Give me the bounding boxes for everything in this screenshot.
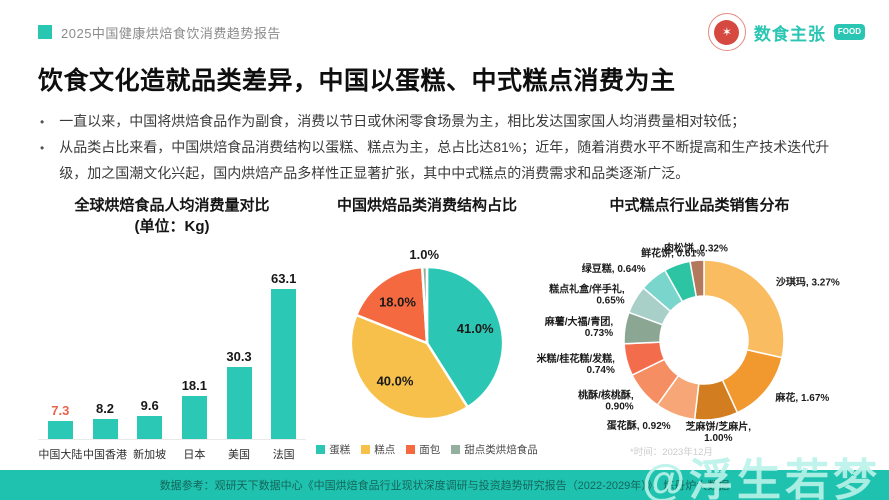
- bar: [181, 395, 207, 439]
- bullet-item: • 从品类占比来看，中国烘焙食品消费结构以蛋糕、糕点为主，总占比达81%；近年，…: [40, 135, 847, 187]
- slide-header: 2025中国健康烘焙食饮消费趋势报告 ✶ 数食主张 FOOD: [0, 0, 889, 51]
- watermark: @浮生若梦: [642, 456, 881, 500]
- legend-swatch-icon: [406, 444, 416, 454]
- donut-slice: [689, 258, 705, 298]
- accent-square-icon: [38, 25, 52, 39]
- pie-slice: [420, 265, 429, 344]
- bar-item: 8.2: [83, 401, 128, 439]
- bar-value-label: 30.3: [226, 348, 252, 364]
- bar-item: 18.1: [172, 378, 217, 439]
- bar-chart: 7.3 8.2 9.6 18.1 30.3 63.1: [38, 259, 306, 440]
- certification-seal-icon: ✶: [707, 13, 746, 51]
- donut-slice-label: 桃酥/核桃酥, 0.90%: [578, 388, 634, 412]
- time-note: *时间：2023年12月: [630, 446, 713, 458]
- bar-item: 30.3: [217, 349, 262, 439]
- bullet-item: • 一直以来，中国将烘焙食品作为副食，消费以节日或休闲零食场景为主，相比发达国家…: [40, 109, 847, 135]
- bar-value-label: 8.2: [95, 401, 115, 417]
- bar-category-label: 新加坡: [133, 448, 167, 461]
- legend-item: 甜点类烘焙食品: [451, 442, 538, 457]
- page-title: 饮食文化造就品类差异，中国以蛋糕、中式糕点消费为主: [38, 67, 676, 95]
- header-left: 2025中国健康烘焙食饮消费趋势报告: [38, 23, 281, 42]
- bar: [92, 419, 118, 439]
- legend-item: 糕点: [361, 442, 395, 457]
- bar-value-label: 63.1: [271, 270, 297, 286]
- legend-label: 糕点: [374, 443, 396, 456]
- pie-slice-label: 18.0%: [379, 294, 416, 309]
- bar-value-label: 7.3: [51, 403, 70, 419]
- bar-category-label: 中国香港: [83, 448, 127, 461]
- pie-slice-label: 41.0%: [457, 321, 494, 336]
- donut-slice-label: 芝麻饼/芝麻片, 1.00%: [686, 420, 752, 444]
- bar-chart-x-axis: 中国大陆 中国香港 新加坡 日本 美国 法国: [38, 440, 306, 462]
- bullet-list: • 一直以来，中国将烘焙食品作为副食，消费以节日或休闲零食场景为主，相比发达国家…: [40, 109, 847, 187]
- donut-chart-section: 中式糕点行业品类销售分布 沙琪玛, 3.27% 麻花, 1.67% 芝麻饼/芝麻片,…: [537, 195, 853, 462]
- bar-category-label: 日本: [183, 448, 206, 461]
- pie-chart-title: 中国烘焙品类消费结构占比: [336, 196, 517, 214]
- pie-slice-label: 40.0%: [377, 373, 414, 388]
- header-right: ✶ 数食主张 FOOD: [707, 13, 865, 51]
- donut-slice-label: 麻薯/大福/青团, 0.73%: [544, 315, 614, 339]
- donut-slice-label: 肉松饼, 0.32%: [664, 241, 728, 254]
- donut-slice-label: 米糕/桂花糕/发糕, 0.74%: [537, 352, 616, 376]
- legend-label: 甜点类烘焙食品: [464, 443, 538, 456]
- donut-slice-label: 糕点礼盒/伴手礼, 0.65%: [548, 282, 625, 306]
- donut-slice-label: 沙琪玛, 3.27%: [776, 275, 840, 288]
- charts-row: 全球烘焙食品人均消费量对比 (单位：Kg) 7.3 8.2 9.6 18.1 30.3 6…: [36, 195, 853, 462]
- bar-category-label: 法国: [272, 448, 295, 461]
- bar-chart-section: 全球烘焙食品人均消费量对比 (单位：Kg) 7.3 8.2 9.6 18.1 30.3 6…: [36, 195, 308, 462]
- legend-label: 蛋糕: [329, 443, 351, 456]
- donut-slice-label: 蛋花酥, 0.92%: [607, 418, 671, 431]
- legend-item: 面包: [406, 442, 440, 457]
- donut-slice-label: 绿豆糕, 0.64%: [582, 261, 646, 274]
- pie-slice: [349, 313, 469, 420]
- brand-name: 数食主张: [753, 24, 826, 44]
- bar-item: 63.1: [261, 271, 306, 439]
- bar-category-label: 美国: [228, 448, 251, 461]
- bar: [271, 288, 297, 439]
- donut-slice: [703, 258, 785, 359]
- bullet-text: 从品类占比来看，中国烘焙食品消费结构以蛋糕、糕点为主，总占比达81%；近年，随着…: [59, 138, 830, 181]
- pie-slice-label: 1.0%: [409, 247, 439, 262]
- donut-slice-label: 麻花, 1.67%: [774, 391, 829, 404]
- bar: [226, 366, 252, 439]
- pie-slice: [355, 265, 429, 344]
- legend-label: 面包: [419, 443, 441, 456]
- bar-value-label: 18.1: [181, 377, 207, 393]
- data-source: 数据参考：观研天下数据中心《中国烘焙食品行业现状深度调研与投资趋势研究报告（20…: [159, 480, 730, 492]
- bar-chart-title: 全球烘焙食品人均消费量对比 (单位：Kg): [74, 196, 270, 235]
- donut-slice-label: 鲜花饼, 0.61%: [641, 246, 705, 259]
- bullet-dot-icon: •: [40, 140, 45, 155]
- bullet-dot-icon: •: [40, 115, 45, 129]
- pie-legend: 蛋糕 糕点 面包 甜点类烘焙食品: [308, 442, 546, 457]
- pie-chart: 41.0% 40.0% 18.0% 1.0%: [349, 247, 505, 420]
- legend-item: 蛋糕: [316, 442, 350, 457]
- bar-item: 9.6: [127, 398, 172, 439]
- legend-swatch-icon: [361, 444, 371, 454]
- legend-swatch-icon: [451, 444, 461, 454]
- donut-chart-title: 中式糕点行业品类销售分布: [609, 196, 790, 214]
- pie-chart-section: 中国烘焙品类消费结构占比 41.0% 40.0% 18.0% 1.0% 蛋糕 糕点 面包 甜…: [308, 195, 546, 462]
- report-tag: 2025中国健康烘焙食饮消费趋势报告: [61, 25, 281, 41]
- bar-item: 7.3: [38, 403, 83, 439]
- bar-value-label: 9.6: [140, 397, 159, 413]
- bar: [47, 421, 73, 439]
- bar: [137, 415, 163, 439]
- bar-category-label: 中国大陆: [38, 448, 83, 461]
- donut-chart: 沙琪玛, 3.27% 麻花, 1.67% 芝麻饼/芝麻片, 1.00% 蛋花酥, 0.9…: [537, 241, 840, 444]
- legend-swatch-icon: [316, 444, 326, 454]
- bullet-text: 一直以来，中国将烘焙食品作为副食，消费以节日或休闲零食场景为主，相比发达国家国人…: [59, 113, 746, 129]
- brand-badge: FOOD: [833, 24, 865, 40]
- footer-bar: 数据参考：观研天下数据中心《中国烘焙食品行业现状深度调研与投资趋势研究报告（20…: [0, 470, 889, 500]
